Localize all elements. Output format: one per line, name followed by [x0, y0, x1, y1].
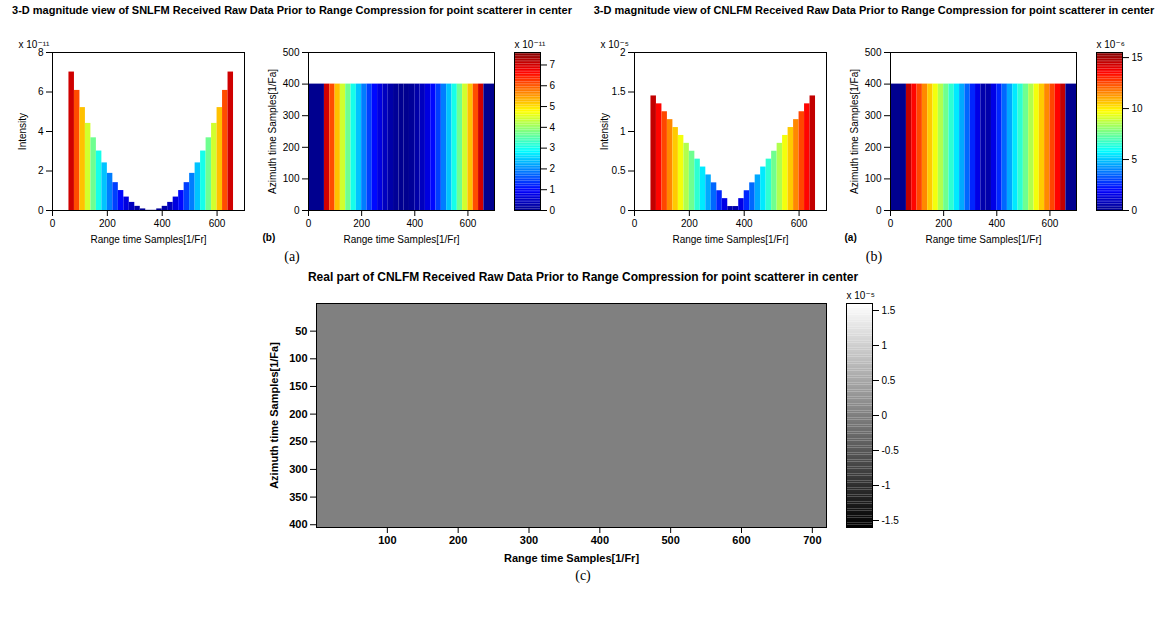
svg-text:6: 6: [550, 80, 556, 91]
svg-text:5: 5: [550, 101, 556, 112]
svg-text:x 10⁻¹¹: x 10⁻¹¹: [515, 39, 547, 50]
svg-text:500: 500: [661, 534, 679, 546]
svg-text:15: 15: [1132, 52, 1144, 63]
svg-text:200: 200: [283, 142, 300, 153]
svg-text:400: 400: [289, 518, 307, 530]
svg-text:100: 100: [865, 173, 882, 184]
svg-text:5: 5: [1132, 154, 1138, 165]
svg-text:-1.5: -1.5: [882, 515, 900, 526]
svg-text:350: 350: [289, 491, 307, 503]
html-text:(c): (c): [575, 568, 591, 583]
svg-text:1: 1: [882, 340, 888, 351]
svg-text:Range time Samples[1/Fr]: Range time Samples[1/Fr]: [90, 234, 206, 245]
svg-text:500: 500: [283, 47, 300, 58]
svg-text:-0.5: -0.5: [882, 445, 900, 456]
svg-text:300: 300: [283, 110, 300, 121]
svg-text:-1: -1: [882, 480, 891, 491]
html-text:Real part of CNLFM Received Ra: Real part of CNLFM Received Raw Data Pri…: [307, 270, 859, 284]
svg-text:200: 200: [353, 218, 370, 229]
svg-text:1: 1: [550, 184, 556, 195]
svg-text:Intensity: Intensity: [599, 113, 610, 150]
svg-text:0.5: 0.5: [882, 375, 896, 386]
svg-text:400: 400: [591, 534, 609, 546]
svg-text:0: 0: [876, 205, 882, 216]
svg-text:100: 100: [283, 173, 300, 184]
svg-text:Range time Samples[1/Fr]: Range time Samples[1/Fr]: [672, 234, 788, 245]
svg-text:(b): (b): [263, 232, 276, 243]
svg-text:1.5: 1.5: [612, 86, 626, 97]
svg-text:4: 4: [550, 122, 556, 133]
svg-text:0: 0: [294, 205, 300, 216]
html-text:3-D magnitude view of CNLFM Re: 3-D magnitude view of CNLFM Received Raw…: [593, 4, 1155, 16]
svg-text:600: 600: [732, 534, 750, 546]
svg-text:Azimuth time Samples[1/Fa]: Azimuth time Samples[1/Fa]: [849, 69, 860, 194]
svg-text:x 10⁻⁶: x 10⁻⁶: [1097, 39, 1125, 50]
svg-text:600: 600: [791, 218, 808, 229]
svg-text:200: 200: [681, 218, 698, 229]
svg-text:3: 3: [550, 142, 556, 153]
svg-text:100: 100: [289, 352, 307, 364]
svg-text:100: 100: [378, 534, 396, 546]
svg-text:10: 10: [1132, 103, 1144, 114]
svg-text:1.5: 1.5: [882, 305, 896, 316]
svg-text:Range time Samples[1/Fr]: Range time Samples[1/Fr]: [504, 552, 639, 564]
svg-text:500: 500: [865, 47, 882, 58]
svg-text:1: 1: [620, 126, 626, 137]
svg-text:Range time Samples[1/Fr]: Range time Samples[1/Fr]: [343, 234, 459, 245]
svg-text:2: 2: [619, 46, 626, 58]
svg-text:400: 400: [154, 218, 171, 229]
html-text:(b): (b): [865, 249, 883, 264]
svg-text:300: 300: [520, 534, 538, 546]
svg-text:0: 0: [38, 205, 44, 216]
svg-text:0.5: 0.5: [612, 165, 626, 176]
svg-text:250: 250: [289, 435, 307, 447]
svg-text:400: 400: [406, 218, 423, 229]
svg-text:Intensity: Intensity: [17, 113, 28, 150]
html-text:(a): (a): [284, 249, 300, 264]
svg-text:200: 200: [99, 218, 116, 229]
svg-text:0: 0: [306, 218, 312, 229]
svg-text:6: 6: [38, 86, 44, 97]
html-text:3-D magnitude view of SNLFM Re: 3-D magnitude view of SNLFM Received Raw…: [12, 4, 572, 16]
svg-text:x 10⁻⁵: x 10⁻⁵: [601, 39, 629, 50]
svg-text:300: 300: [289, 463, 307, 475]
svg-text:200: 200: [289, 408, 307, 420]
svg-text:0: 0: [620, 205, 626, 216]
svg-text:x 10⁻¹¹: x 10⁻¹¹: [19, 39, 51, 50]
svg-text:300: 300: [865, 110, 882, 121]
svg-text:200: 200: [935, 218, 952, 229]
svg-text:x 10⁻⁵: x 10⁻⁵: [847, 290, 875, 301]
svg-text:2: 2: [550, 163, 556, 174]
svg-text:4: 4: [38, 126, 44, 137]
svg-text:0: 0: [1132, 205, 1138, 216]
svg-text:200: 200: [449, 534, 467, 546]
svg-text:400: 400: [283, 78, 300, 89]
svg-text:Azimuth time Samples[1/Fa]: Azimuth time Samples[1/Fa]: [268, 342, 280, 489]
svg-text:50: 50: [295, 325, 307, 337]
svg-text:200: 200: [865, 142, 882, 153]
svg-text:0: 0: [888, 218, 894, 229]
svg-text:0: 0: [882, 410, 888, 421]
svg-text:7: 7: [550, 59, 556, 70]
svg-text:400: 400: [988, 218, 1005, 229]
svg-text:0: 0: [50, 218, 56, 229]
svg-text:Range time Samples[1/Fr]: Range time Samples[1/Fr]: [925, 234, 1041, 245]
svg-text:400: 400: [865, 78, 882, 89]
svg-text:700: 700: [803, 534, 821, 546]
svg-text:(a): (a): [845, 232, 857, 243]
svg-text:600: 600: [209, 218, 226, 229]
svg-text:0: 0: [632, 218, 638, 229]
svg-text:600: 600: [460, 218, 477, 229]
svg-text:0: 0: [550, 205, 556, 216]
svg-text:600: 600: [1042, 218, 1059, 229]
svg-text:2: 2: [38, 165, 44, 176]
svg-text:Azimuth time Samples[1/Fa]: Azimuth time Samples[1/Fa]: [267, 69, 278, 194]
svg-text:8: 8: [37, 46, 44, 58]
svg-text:400: 400: [736, 218, 753, 229]
svg-text:150: 150: [289, 380, 307, 392]
